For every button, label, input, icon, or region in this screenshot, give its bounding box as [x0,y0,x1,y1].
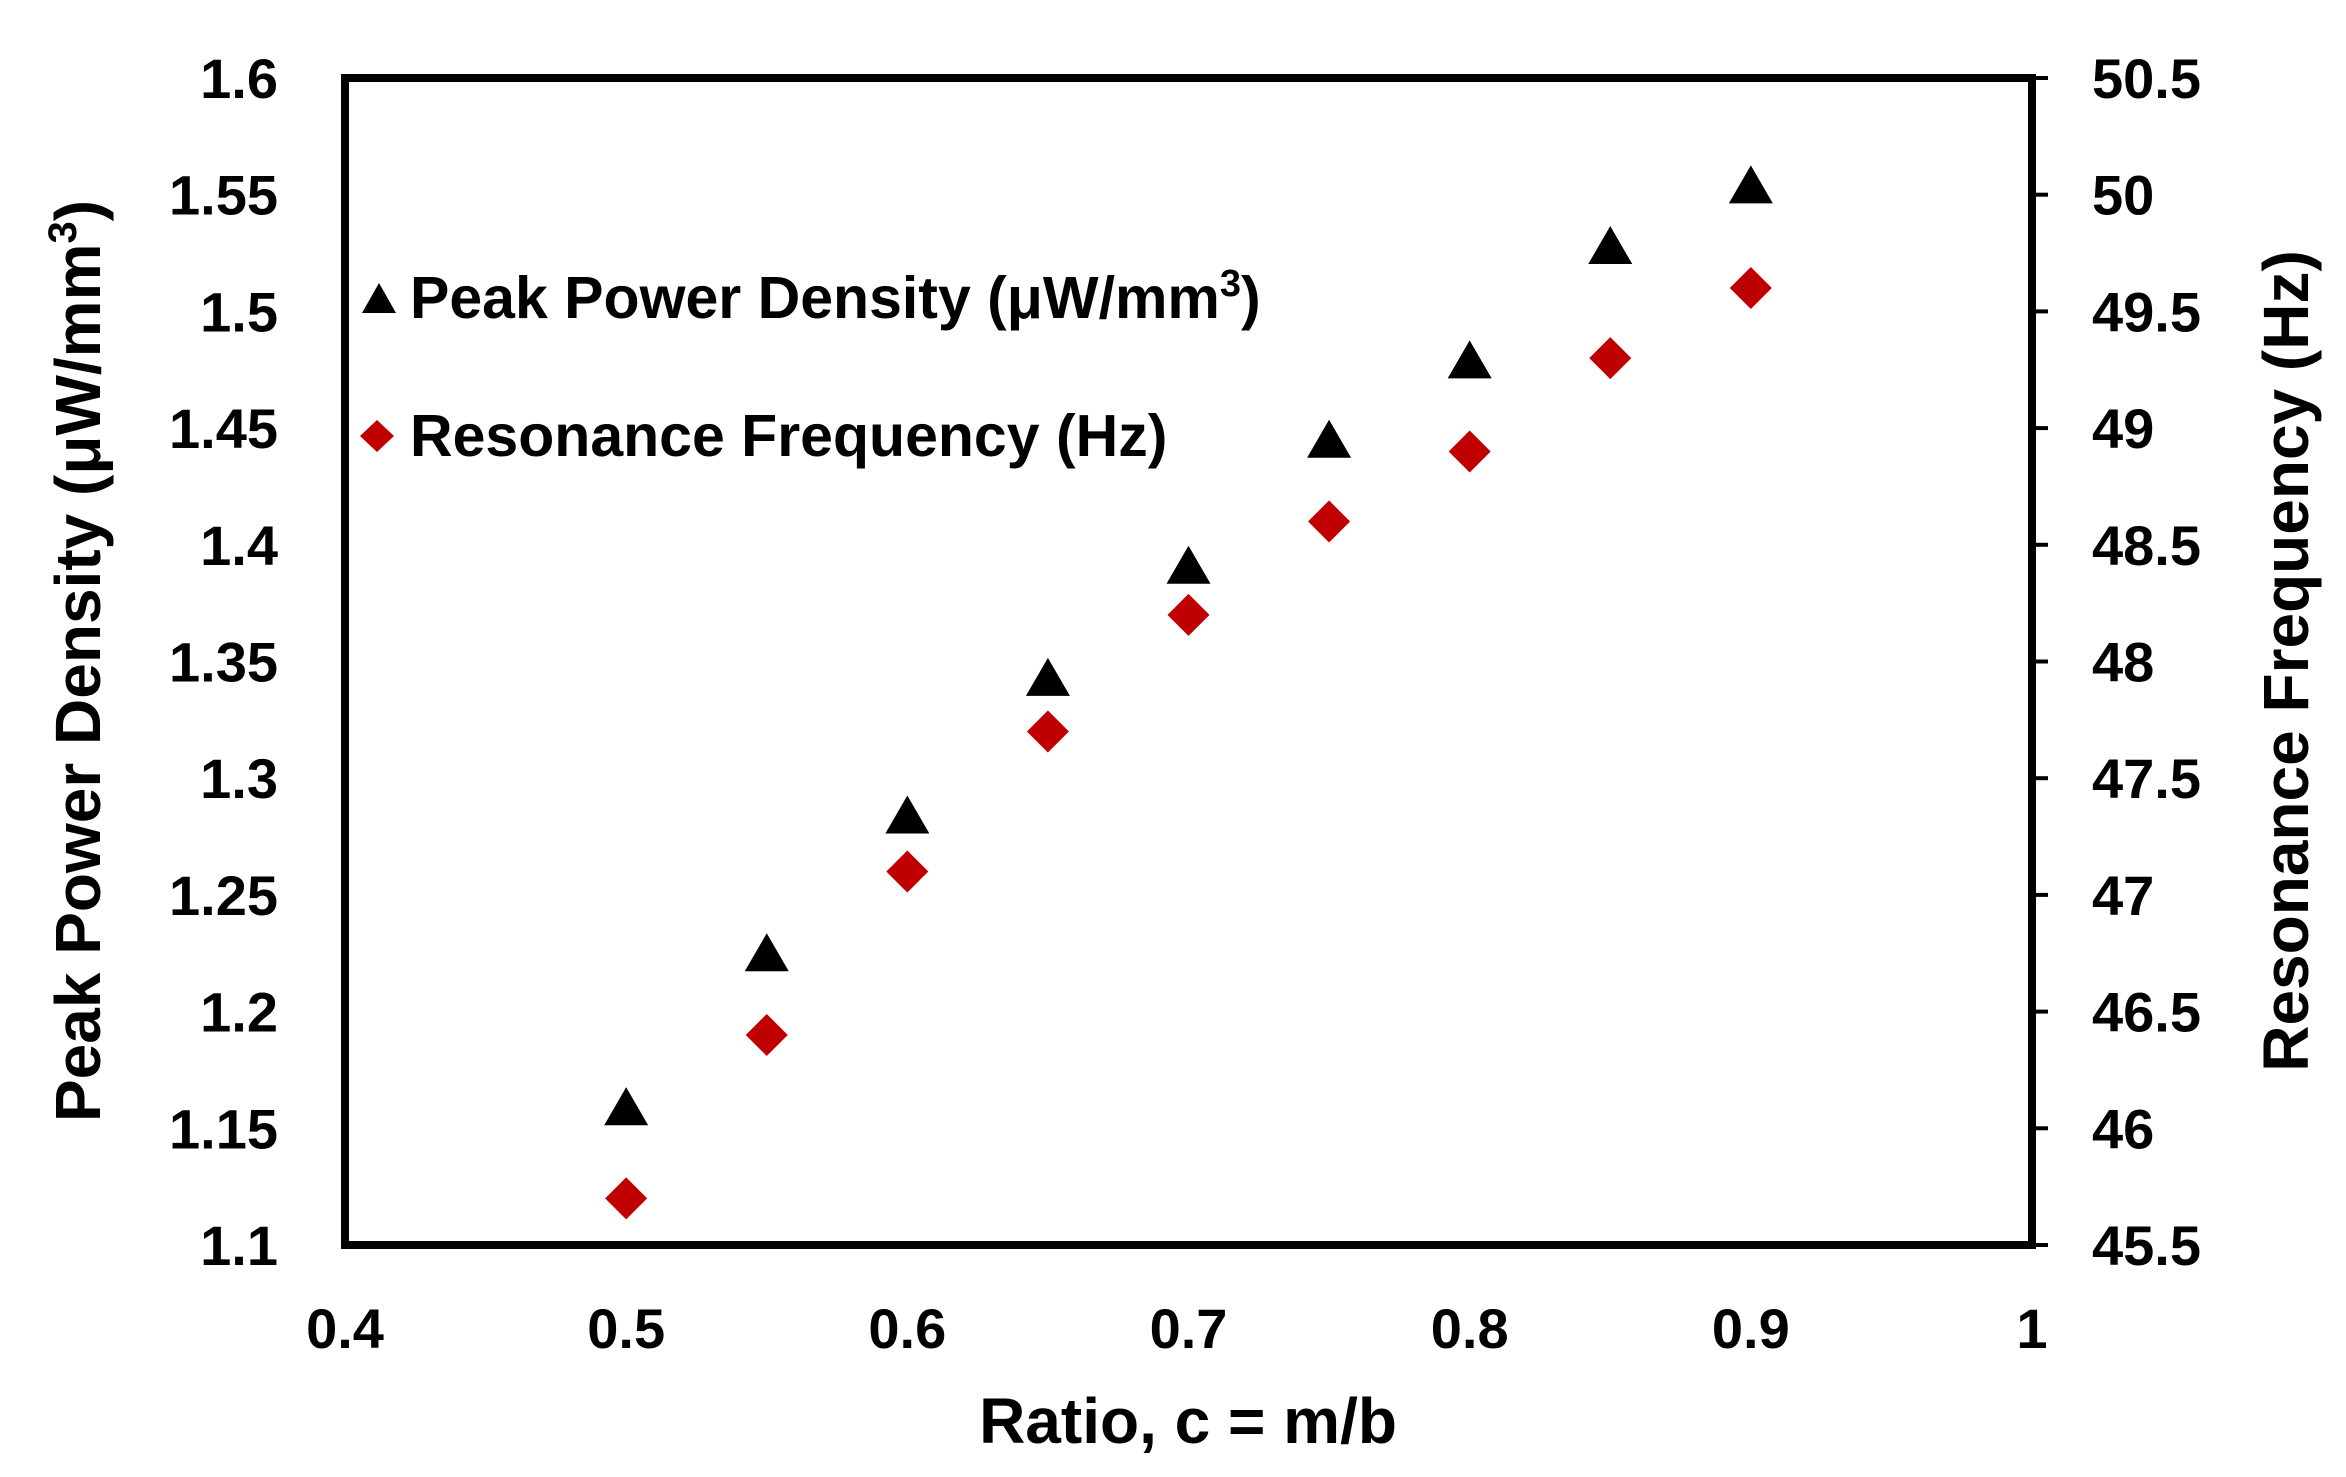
legend-triangle-marker [362,283,396,313]
legend-diamond-marker [360,420,394,452]
y2-tick-label: 47.5 [2092,747,2201,810]
y2-tick-label: 50.5 [2092,47,2201,110]
resonance-frequency-point [886,850,929,893]
peak-power-point [604,1087,649,1126]
legend-label-peak-power-main: Peak Power Density (μW/mm [410,265,1220,331]
resonance-frequency-point [1729,267,1772,310]
y-axis-title-sup: 3 [41,221,85,243]
resonance-frequency-point [1167,593,1210,636]
peak-power-point [885,795,930,834]
x-tick-label: 0.4 [306,1297,384,1360]
y-axis-ticks: 1.1 1.15 1.2 1.25 1.3 1.35 1.4 1.45 1.5 1.55 1.6 [169,47,278,1277]
x-tick-label: 0.7 [1150,1297,1228,1360]
x-tick-label: 0.9 [1712,1297,1790,1360]
peak-power-point [1166,545,1211,584]
y-tick-label: 1.15 [169,1097,278,1160]
y-tick-label: 1.4 [200,514,278,577]
y-tick-label: 1.55 [169,164,278,227]
data-marks [604,165,1773,1220]
y-tick-label: 1.25 [169,864,278,927]
resonance-frequency-point [745,1013,788,1056]
legend-label-peak-power-sup: 3 [1220,263,1241,305]
peak-power-point [1728,165,1773,204]
resonance-frequency-point [1026,710,1069,753]
peak-power-point [1588,226,1633,265]
y-tick-label: 1.6 [200,47,278,110]
y2-tick-label: 46.5 [2092,981,2201,1044]
resonance-frequency-point [1589,337,1632,380]
y2-tick-label: 48 [2092,631,2154,694]
y-tick-label: 1.5 [200,280,278,343]
x-tick-label: 1 [2016,1297,2047,1360]
y-tick-label: 1.2 [200,981,278,1044]
y2-axis-ticks: 45.5 46 46.5 47 47.5 48 48.5 49 49.5 50 50.5 [2032,47,2201,1277]
y-tick-label: 1.3 [200,747,278,810]
peak-power-point [1447,340,1492,379]
x-tick-label: 0.5 [587,1297,665,1360]
y2-tick-label: 49.5 [2092,280,2201,343]
y2-tick-label: 45.5 [2092,1214,2201,1277]
x-axis-title: Ratio, c = m/b [979,1385,1397,1457]
legend-label-peak-power-close: ) [1241,265,1261,331]
y-axis-title-close: ) [42,200,114,221]
y2-tick-label: 48.5 [2092,514,2201,577]
resonance-frequency-point [1308,500,1351,543]
peak-power-point [744,933,789,972]
y-axis-title-main: Peak Power Density (μW/mm [42,244,114,1123]
peak-power-point [1025,657,1070,696]
y2-tick-label: 50 [2092,164,2154,227]
y-tick-label: 1.45 [169,397,278,460]
y2-axis-title: Resonance Frequency (Hz) [2250,250,2322,1072]
legend-label-resonance-frequency: Resonance Frequency (Hz) [410,403,1167,469]
legend: Peak Power Density (μW/mm3) Resonance Fr… [360,263,1261,469]
x-axis-ticks: 0.4 0.5 0.6 0.7 0.8 0.9 1 [306,1297,2048,1360]
y-tick-label: 1.35 [169,631,278,694]
y2-tick-label: 47 [2092,864,2154,927]
resonance-frequency-point [1448,430,1491,473]
peak-power-point [1307,419,1352,458]
y2-tick-label: 49 [2092,397,2154,460]
x-tick-label: 0.6 [868,1297,946,1360]
y2-tick-label: 46 [2092,1097,2154,1160]
legend-label-peak-power: Peak Power Density (μW/mm3) [410,263,1261,331]
x-tick-label: 0.8 [1431,1297,1509,1360]
y-tick-label: 1.1 [200,1214,278,1277]
resonance-frequency-point [605,1177,648,1220]
y-axis-title: Peak Power Density (μW/mm3) [41,200,114,1122]
